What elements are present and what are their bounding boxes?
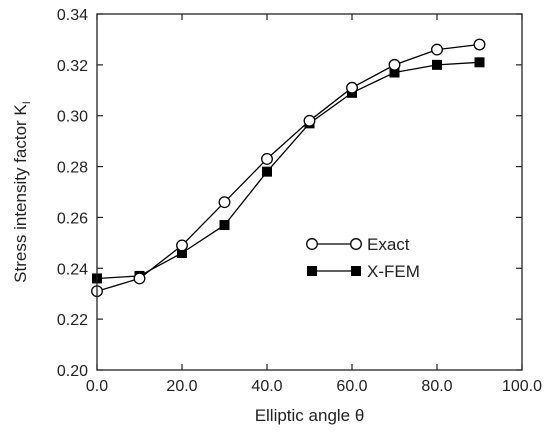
x-tick-label: 20.0	[166, 378, 197, 395]
point-exact	[133, 272, 146, 285]
point-x-fem	[432, 59, 442, 70]
point-exact	[261, 152, 273, 165]
y-tick-label: 0.20	[57, 363, 88, 380]
point-x-fem	[389, 67, 400, 78]
point-x-fem	[474, 57, 485, 68]
series-layer	[91, 38, 486, 298]
y-axis-title-main: Stress intensity factor K	[11, 104, 30, 283]
legend: Exact X-FEM	[306, 235, 420, 281]
axis-ticks: 0.0 20.0 40.0 60.0 80.0 100.0 0.20 0.22 0.24 0.26…	[57, 7, 542, 395]
y-tick-label: 0.30	[57, 109, 88, 126]
x-tick-label: 100.0	[502, 378, 542, 395]
y-tick-label: 0.34	[57, 7, 88, 24]
x-axis-title: Elliptic angle θ	[255, 406, 365, 425]
point-exact	[218, 196, 231, 209]
point-x-fem	[262, 166, 272, 177]
legend-marker	[350, 238, 362, 250]
point-exact	[176, 239, 188, 252]
y-tick-label: 0.24	[57, 261, 88, 278]
point-exact	[388, 58, 401, 71]
x-tick-label: 60.0	[336, 378, 367, 395]
point-exact	[346, 81, 358, 94]
legend-item-exact: Exact	[306, 235, 410, 254]
point-x-fem	[219, 220, 230, 231]
x-tick-label: 80.0	[421, 378, 452, 395]
y-tick-label: 0.26	[57, 210, 88, 227]
legend-item-x-fem: X-FEM	[307, 262, 420, 281]
plot-frame	[96, 13, 523, 371]
x-tick-label: 0.0	[86, 378, 108, 395]
y-tick-label: 0.28	[57, 160, 88, 177]
point-exact	[431, 43, 443, 56]
legend-marker	[351, 266, 361, 276]
y-tick-label: 0.22	[57, 312, 88, 329]
legend-label: Exact	[367, 235, 410, 254]
y-axis-title-subscript: I	[21, 101, 33, 104]
legend-label: X-FEM	[367, 262, 420, 281]
legend-marker	[307, 266, 317, 276]
point-x-fem	[177, 248, 187, 259]
series-exact	[91, 38, 486, 298]
y-tick-label: 0.32	[57, 58, 88, 75]
x-tick-label: 40.0	[251, 378, 282, 395]
point-exact	[303, 114, 316, 127]
series-line-exact	[96, 43, 480, 292]
y-axis-title: Stress intensity factor KI	[11, 101, 33, 283]
point-exact	[473, 38, 486, 51]
legend-marker	[306, 238, 318, 250]
series-line-x-fem	[96, 61, 480, 280]
series-x-fem	[92, 57, 485, 284]
